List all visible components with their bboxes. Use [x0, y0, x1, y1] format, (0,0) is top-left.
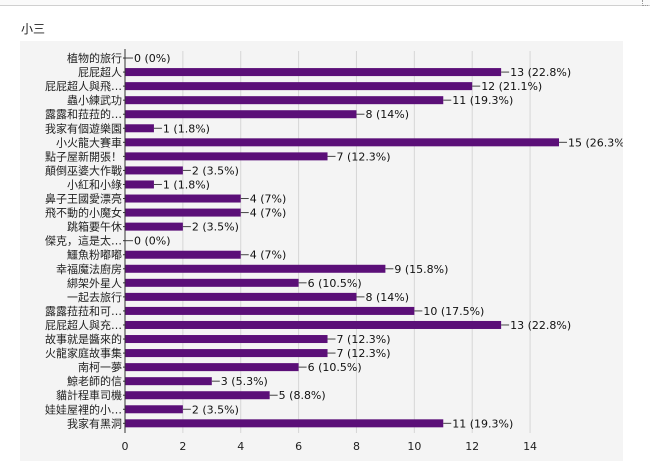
- data-label: 15 (26.3%: [568, 136, 623, 149]
- data-label: 2 (3.5%): [192, 221, 239, 234]
- bar: [125, 306, 415, 315]
- data-label: 6 (10.5%): [308, 361, 362, 374]
- bar-chart: 植物的旅行 0 (0%) 屁屁超人 13 (22.8%) 屁屁超人與飛… 12 (21.1…: [45, 49, 623, 453]
- bar: [125, 194, 241, 203]
- bar: [125, 180, 154, 189]
- data-label: 1 (1.8%): [163, 178, 210, 191]
- bar: [125, 110, 357, 119]
- x-tick-label: 0: [122, 440, 129, 453]
- category-label: 我家有黑洞: [67, 416, 122, 430]
- axis-layer: 0 2 4 6 8 10 12 14: [122, 49, 537, 453]
- question-heading: 小三: [21, 22, 46, 36]
- category-label: 幸福魔法廚房: [56, 262, 122, 276]
- category-label: 故事就是醬來的: [45, 332, 122, 346]
- data-label: 7 (12.3%): [337, 333, 391, 346]
- bar: [125, 222, 183, 231]
- bar: [125, 292, 357, 301]
- category-label: 娃娃屋裡的小…: [45, 402, 122, 416]
- category-label: 屁屁超人: [78, 65, 122, 79]
- label-layer: 植物的旅行 0 (0%) 屁屁超人 13 (22.8%) 屁屁超人與飛… 12 (21.1…: [45, 51, 623, 430]
- category-label: 傑克，這是太…: [45, 234, 122, 248]
- bar: [125, 138, 559, 147]
- data-label: 8 (14%): [365, 108, 409, 121]
- bar: [125, 264, 386, 273]
- data-label: 2 (3.5%): [192, 403, 239, 416]
- bar: [125, 68, 502, 77]
- x-tick-label: 6: [295, 440, 302, 453]
- x-tick-label: 8: [353, 440, 360, 453]
- bar: [125, 166, 183, 175]
- bar: [125, 419, 444, 428]
- category-label: 鱷魚粉嘟嘟: [67, 248, 122, 262]
- category-label: 植物的旅行: [67, 51, 122, 65]
- bar-layer: [125, 68, 559, 428]
- bar: [125, 82, 473, 91]
- category-label: 南柯一夢: [78, 361, 122, 374]
- category-label: 飛不動的小魔女: [45, 206, 122, 220]
- data-label: 0 (0%): [134, 52, 171, 65]
- data-label: 8 (14%): [365, 291, 409, 304]
- data-label: 3 (5.3%): [221, 375, 268, 388]
- category-label: 貓計程車司機: [56, 388, 122, 402]
- data-label: 4 (7%): [250, 207, 287, 220]
- category-label: 露露和菈菈的…: [45, 107, 122, 121]
- category-label: 露露菈菈和可…: [45, 305, 122, 318]
- category-label: 小火龍大賽車: [56, 135, 122, 149]
- data-label: 0 (0%): [134, 235, 171, 248]
- data-label: 1 (1.8%): [163, 122, 210, 135]
- bar: [125, 377, 212, 386]
- data-label: 7 (12.3%): [337, 150, 391, 163]
- bar: [125, 405, 183, 414]
- bar: [125, 320, 502, 329]
- bar: [125, 391, 270, 400]
- bar: [125, 96, 444, 105]
- x-tick-label: 14: [523, 440, 537, 453]
- bar: [125, 278, 299, 287]
- data-label: 11 (19.3%): [452, 94, 513, 107]
- bar: [125, 152, 328, 161]
- data-label: 10 (17.5%): [423, 305, 484, 318]
- data-label: 9 (15.8%): [394, 263, 448, 276]
- data-label: 12 (21.1%): [481, 80, 542, 93]
- category-label: 跳箱要午休: [67, 220, 122, 234]
- bar: [125, 363, 299, 372]
- category-label: 小紅和小綠: [67, 178, 122, 191]
- category-label: 鼻子王國愛漂亮: [45, 192, 122, 206]
- x-tick-label: 4: [237, 440, 244, 453]
- data-label: 11 (19.3%): [452, 417, 513, 430]
- bar: [125, 208, 241, 217]
- category-label: 點子屋新開張！: [45, 149, 122, 163]
- category-label: 一起去旅行: [67, 290, 122, 304]
- bar: [125, 335, 328, 344]
- category-label: 綁架外星人: [67, 276, 122, 290]
- data-label: 4 (7%): [250, 193, 287, 206]
- category-label: 我家有個遊樂園: [45, 121, 122, 135]
- data-label: 13 (22.8%): [510, 66, 571, 79]
- category-label: 顛倒巫婆大作戰: [45, 163, 122, 177]
- data-label: 4 (7%): [250, 249, 287, 262]
- category-label: 火龍家庭故事集: [45, 346, 122, 360]
- x-tick-label: 12: [465, 440, 479, 453]
- bar: [125, 124, 154, 133]
- x-tick-label: 10: [407, 440, 421, 453]
- category-label: 蟲小練武功: [67, 93, 122, 107]
- bar: [125, 349, 328, 358]
- data-label: 5 (8.8%): [279, 389, 326, 402]
- data-label: 13 (22.8%): [510, 319, 571, 332]
- bar: [125, 250, 241, 259]
- category-label: 屁屁超人與充…: [45, 318, 122, 332]
- data-label: 6 (10.5%): [308, 277, 362, 290]
- x-tick-label: 2: [179, 440, 186, 453]
- category-label: 鯨老師的信: [67, 374, 122, 388]
- window-top-edge: [0, 0, 650, 6]
- corner-marker: [642, 0, 648, 6]
- category-label: 屁屁超人與飛…: [45, 79, 122, 93]
- chart-panel: 植物的旅行 0 (0%) 屁屁超人 13 (22.8%) 屁屁超人與飛… 12 (21.1…: [20, 41, 623, 461]
- data-label: 7 (12.3%): [337, 347, 391, 360]
- data-label: 2 (3.5%): [192, 164, 239, 177]
